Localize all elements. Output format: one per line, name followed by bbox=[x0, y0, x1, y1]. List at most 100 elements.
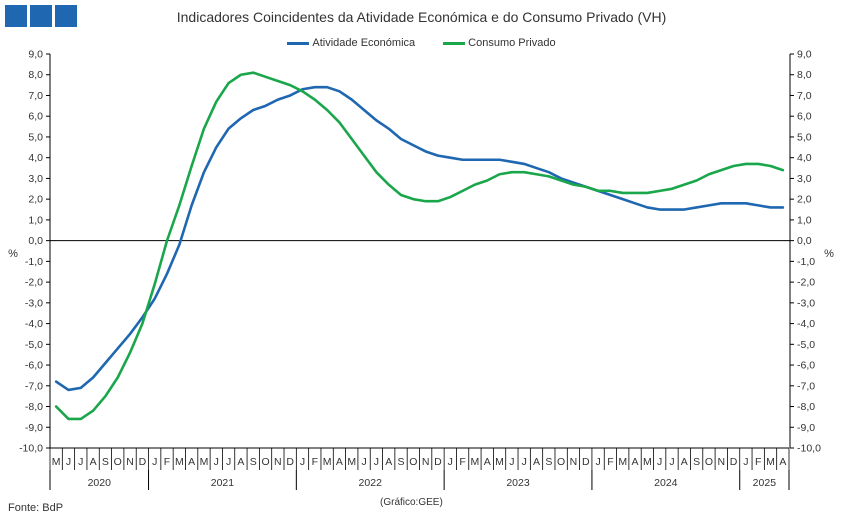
y-tick-label-left: -2,0 bbox=[25, 277, 43, 289]
month-label: F bbox=[164, 456, 170, 468]
month-label: J bbox=[214, 456, 219, 468]
year-label: 2023 bbox=[506, 477, 530, 489]
y-tick-label-left: -4,0 bbox=[25, 318, 43, 330]
series-line-activity bbox=[54, 85, 785, 392]
month-label: J bbox=[374, 456, 379, 468]
month-label: M bbox=[323, 456, 332, 468]
month-label: M bbox=[200, 456, 209, 468]
y-tick-label-right: -8,0 bbox=[797, 401, 815, 413]
series-line-consumption bbox=[54, 71, 785, 421]
logo-square-1 bbox=[5, 5, 27, 27]
month-label: M bbox=[495, 456, 504, 468]
month-label: M bbox=[766, 456, 775, 468]
y-tick-label-left: -1,0 bbox=[25, 256, 43, 268]
y-tick-label-right: -4,0 bbox=[797, 318, 815, 330]
y-tick-label-right: -1,0 bbox=[797, 256, 815, 268]
month-label: J bbox=[669, 456, 674, 468]
legend-item-activity: Atividade Económica bbox=[287, 37, 415, 49]
logo bbox=[5, 5, 77, 27]
y-tick-label-right: 4,0 bbox=[797, 152, 812, 164]
month-label: O bbox=[409, 456, 417, 468]
month-label: M bbox=[471, 456, 480, 468]
month-label: N bbox=[717, 456, 725, 468]
month-label: A bbox=[188, 456, 195, 468]
y-tick-label-right: 7,0 bbox=[797, 90, 812, 102]
month-label: A bbox=[336, 456, 343, 468]
y-tick-label-left: -5,0 bbox=[25, 339, 43, 351]
y-tick-label-left: 7,0 bbox=[28, 90, 43, 102]
month-label: D bbox=[730, 456, 738, 468]
month-label: F bbox=[459, 456, 465, 468]
month-label: M bbox=[347, 456, 356, 468]
y-tick-label-right: 2,0 bbox=[797, 194, 812, 206]
month-label: O bbox=[114, 456, 122, 468]
y-tick-label-left: 9,0 bbox=[28, 49, 43, 61]
month-label: A bbox=[484, 456, 491, 468]
month-label: D bbox=[582, 456, 590, 468]
month-label: M bbox=[643, 456, 652, 468]
y-tick-label-left: -9,0 bbox=[25, 422, 43, 434]
month-label: J bbox=[595, 456, 600, 468]
y-tick-label-right: 8,0 bbox=[797, 69, 812, 81]
month-label: D bbox=[286, 456, 294, 468]
month-label: A bbox=[237, 456, 244, 468]
y-unit-left: % bbox=[8, 248, 18, 260]
source-note: Fonte: BdP bbox=[8, 502, 64, 514]
chart-credit: (Gráfico:GEE) bbox=[380, 497, 443, 508]
legend-swatch-consumption bbox=[443, 41, 466, 45]
month-label: A bbox=[90, 456, 97, 468]
y-tick-label-left: 8,0 bbox=[28, 69, 43, 81]
y-tick-label-left: 2,0 bbox=[28, 194, 43, 206]
month-label: J bbox=[300, 456, 305, 468]
y-tick-label-right: -7,0 bbox=[797, 380, 815, 392]
month-label: O bbox=[261, 456, 269, 468]
y-tick-label-left: 6,0 bbox=[28, 111, 43, 123]
month-label: N bbox=[570, 456, 578, 468]
month-label: S bbox=[250, 456, 257, 468]
logo-square-2 bbox=[30, 5, 52, 27]
y-tick-label-left: 5,0 bbox=[28, 131, 43, 143]
year-label: 2020 bbox=[88, 477, 112, 489]
month-label: M bbox=[52, 456, 61, 468]
month-label: F bbox=[607, 456, 613, 468]
month-label: D bbox=[434, 456, 442, 468]
legend-label-activity: Atividade Económica bbox=[312, 37, 416, 49]
y-tick-label-left: -8,0 bbox=[25, 401, 43, 413]
y-tick-label-right: 9,0 bbox=[797, 49, 812, 61]
legend-item-consumption: Consumo Privado bbox=[443, 37, 556, 49]
chart-title: Indicadores Coincidentes da Atividade Ec… bbox=[176, 9, 667, 25]
y-tick-label-right: -2,0 bbox=[797, 277, 815, 289]
month-label: J bbox=[448, 456, 453, 468]
y-tick-label-left: -10,0 bbox=[19, 443, 43, 455]
legend-swatch-activity bbox=[287, 41, 310, 45]
month-label: J bbox=[226, 456, 231, 468]
year-label: 2021 bbox=[211, 477, 235, 489]
month-label: S bbox=[102, 456, 109, 468]
month-label: A bbox=[385, 456, 392, 468]
month-label: F bbox=[312, 456, 318, 468]
month-label: D bbox=[139, 456, 147, 468]
y-tick-label-right: 5,0 bbox=[797, 131, 812, 143]
y-tick-label-right: 6,0 bbox=[797, 111, 812, 123]
y-tick-label-left: -3,0 bbox=[25, 297, 43, 309]
month-label: O bbox=[705, 456, 713, 468]
month-label: S bbox=[693, 456, 700, 468]
month-label: J bbox=[66, 456, 71, 468]
month-label: N bbox=[422, 456, 430, 468]
month-label: J bbox=[152, 456, 157, 468]
month-label: N bbox=[274, 456, 282, 468]
y-tick-label-right: 1,0 bbox=[797, 214, 812, 226]
month-label: A bbox=[779, 456, 786, 468]
y-tick-label-left: 3,0 bbox=[28, 173, 43, 185]
y-tick-label-left: -7,0 bbox=[25, 380, 43, 392]
month-label: J bbox=[78, 456, 83, 468]
year-label: 2024 bbox=[654, 477, 678, 489]
chart-legend: Atividade Económica Consumo Privado bbox=[0, 37, 843, 49]
legend-label-consumption: Consumo Privado bbox=[468, 37, 556, 49]
month-label: M bbox=[618, 456, 627, 468]
y-unit-right: % bbox=[824, 248, 834, 260]
month-label: J bbox=[743, 456, 748, 468]
month-label: F bbox=[755, 456, 761, 468]
year-label: 2022 bbox=[359, 477, 383, 489]
month-label: S bbox=[398, 456, 405, 468]
